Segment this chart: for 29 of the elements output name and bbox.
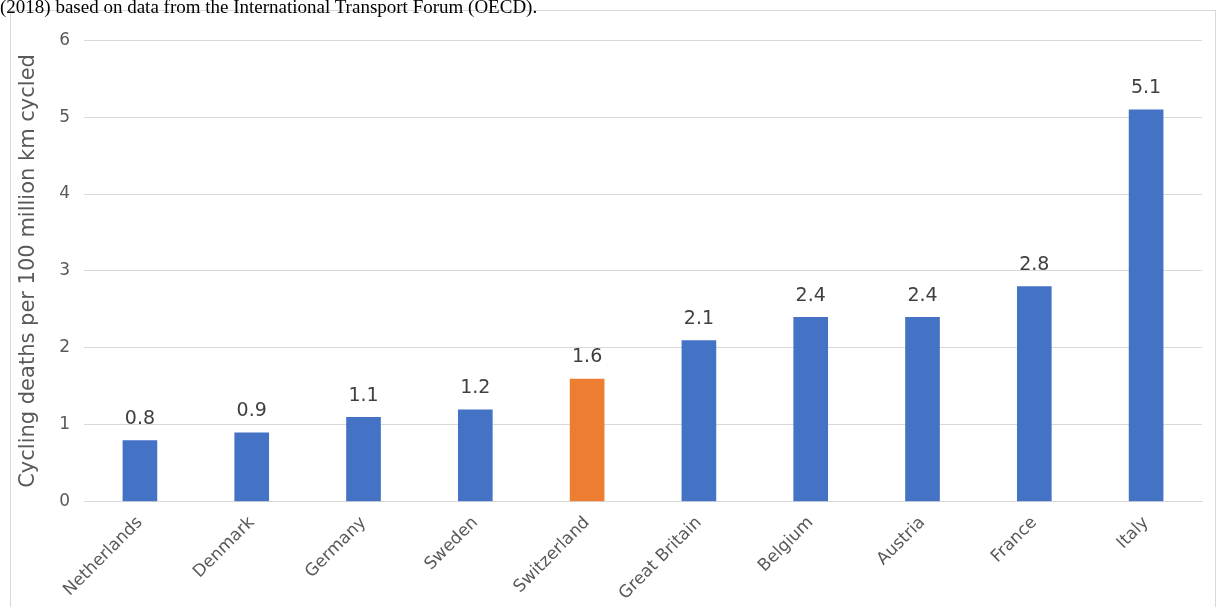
data-label: 2.1 xyxy=(683,305,715,328)
y-tick-label: 4 xyxy=(59,182,71,203)
bar xyxy=(122,440,158,502)
bar xyxy=(457,409,493,502)
bar xyxy=(681,340,717,502)
bar xyxy=(1016,286,1052,502)
data-label: 2.8 xyxy=(1019,251,1050,274)
bar xyxy=(569,378,605,502)
data-label: 2.4 xyxy=(907,282,938,305)
y-tick-label: 5 xyxy=(59,105,71,126)
data-label: 2.4 xyxy=(795,282,826,305)
bar xyxy=(234,432,270,502)
bar xyxy=(1128,109,1164,502)
data-label: 5.1 xyxy=(1130,74,1162,97)
data-label: 0.8 xyxy=(124,405,156,428)
y-tick-label: 0 xyxy=(59,490,71,511)
y-tick-label: 3 xyxy=(59,259,71,280)
y-axis-title: Cycling deaths per 100 million km cycled xyxy=(15,54,40,488)
y-tick-label: 2 xyxy=(59,336,71,357)
y-tick-label: 6 xyxy=(59,28,71,49)
bar xyxy=(346,417,381,502)
data-label: 1.1 xyxy=(348,382,379,405)
bar xyxy=(793,317,829,502)
data-label: 1.2 xyxy=(460,374,491,397)
data-label: 1.6 xyxy=(572,344,603,367)
bar xyxy=(905,317,940,502)
text: (2018) based on data from the International Transport Forum (OECD). xyxy=(0,0,538,18)
data-label: 0.9 xyxy=(236,397,267,420)
y-tick-label: 1 xyxy=(59,413,71,434)
